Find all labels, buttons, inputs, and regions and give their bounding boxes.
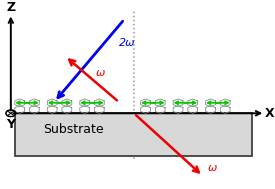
Text: Z: Z <box>6 1 15 14</box>
Text: ω: ω <box>208 163 218 173</box>
Bar <box>15 113 252 156</box>
Text: Substrate: Substrate <box>43 123 103 136</box>
Text: Y: Y <box>6 118 15 131</box>
Text: X: X <box>265 107 275 120</box>
Text: 2ω: 2ω <box>119 38 136 48</box>
Text: ω: ω <box>95 68 105 78</box>
